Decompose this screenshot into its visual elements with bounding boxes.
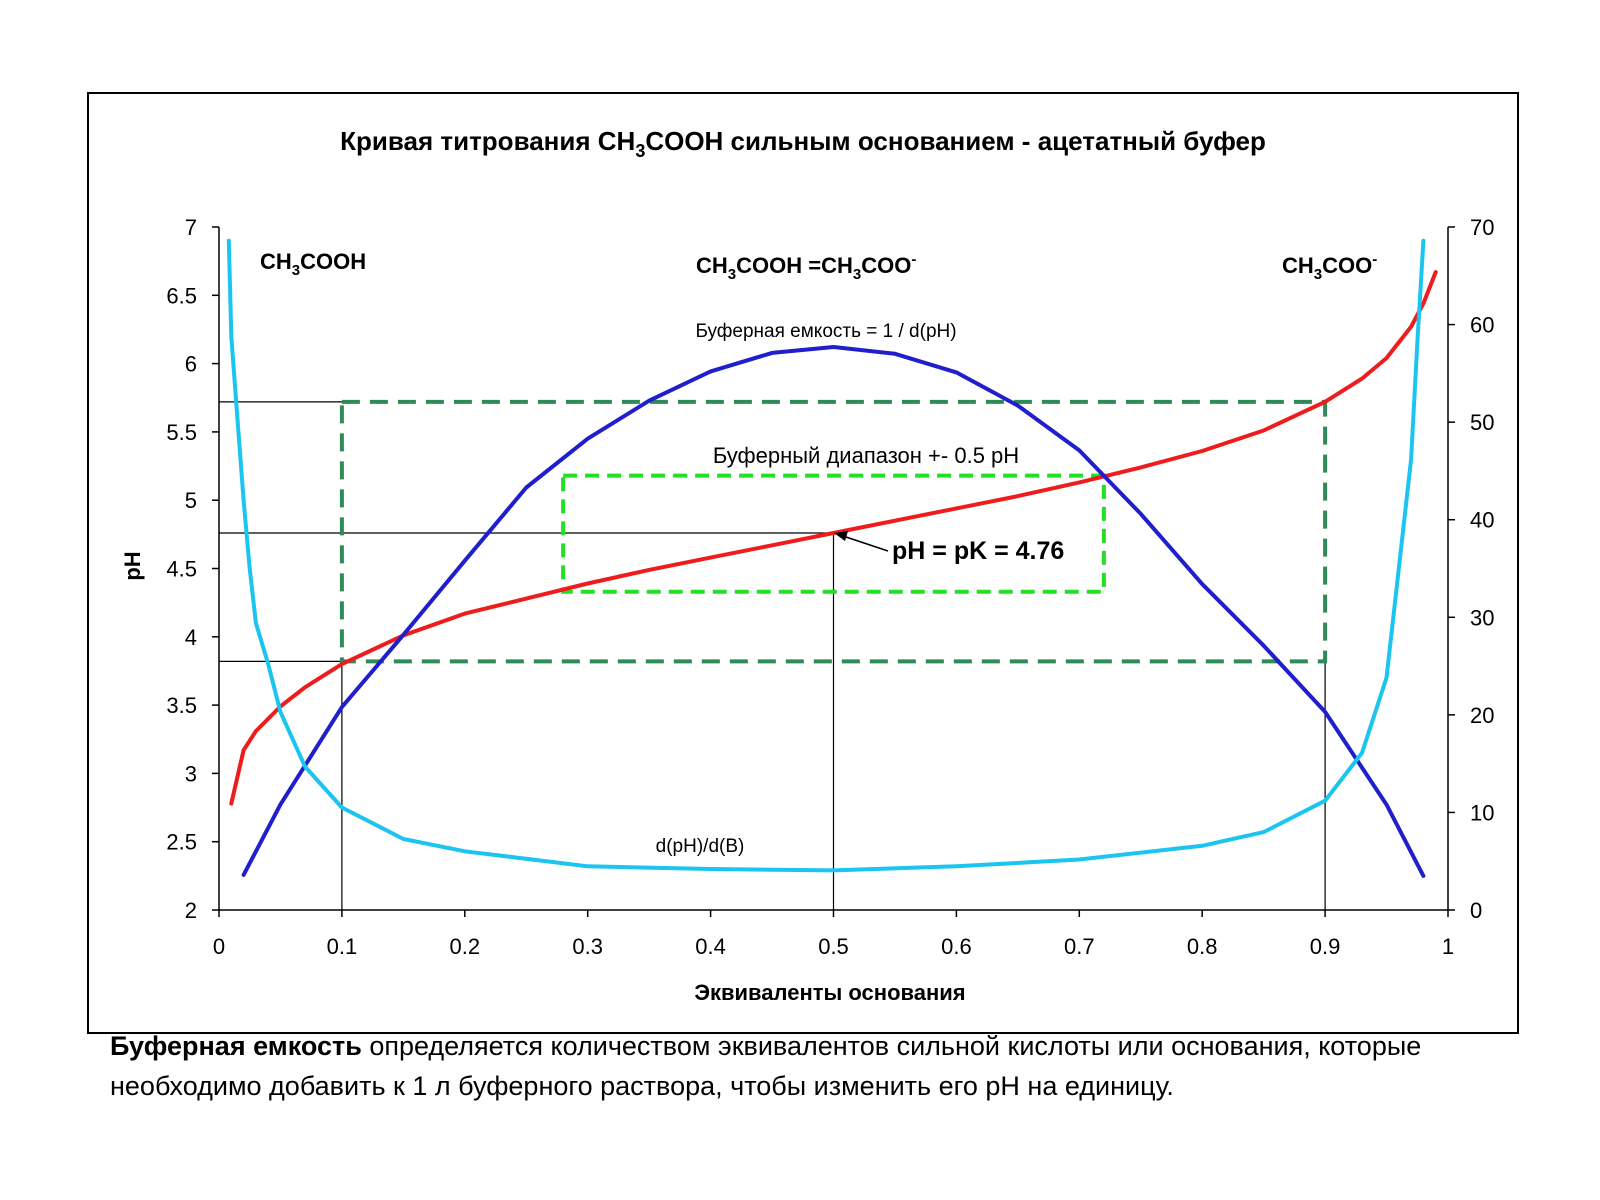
- y-tick-label: 2.5: [166, 830, 197, 855]
- y2-tick-label: 0: [1470, 898, 1482, 923]
- x-tick-label: 0.1: [327, 934, 358, 959]
- y-tick-label: 3: [185, 761, 197, 786]
- y-tick-label: 7: [185, 215, 197, 240]
- y2-tick-label: 50: [1470, 410, 1494, 435]
- pk-arrow-line: [845, 536, 889, 552]
- x-tick-label: 0.5: [818, 934, 849, 959]
- x-tick-label: 0.7: [1064, 934, 1095, 959]
- y2-tick-label: 30: [1470, 605, 1494, 630]
- caption-bold: Буферная емкость: [110, 1031, 362, 1061]
- x-tick-label: 0.4: [695, 934, 726, 959]
- x-tick-label: 0.2: [450, 934, 481, 959]
- y-tick-label: 2: [185, 898, 197, 923]
- y-tick-label: 5: [185, 488, 197, 513]
- range-label: Буферный диапазон +- 0.5 pH: [713, 443, 1019, 468]
- x-axis-title: Эквиваленты основания: [694, 980, 965, 1005]
- caption-text: определяется количеством эквивалентов си…: [110, 1031, 1422, 1101]
- chart-frame: [87, 92, 1519, 1034]
- y-tick-label: 4.5: [166, 557, 197, 582]
- derivative-label: d(pH)/d(B): [656, 836, 745, 857]
- annotation-acetate: CH3COO-: [1282, 251, 1377, 283]
- annotation-equal: CH3COOH =CH3COO-: [696, 251, 916, 283]
- titration-curve-series: [229, 270, 1438, 806]
- y2-tick-label: 70: [1470, 215, 1494, 240]
- annotation-acid: CH3COOH: [260, 249, 366, 279]
- x-tick-label: 0: [213, 934, 225, 959]
- x-tick-label: 0.6: [941, 934, 972, 959]
- y-tick-label: 5.5: [166, 420, 197, 445]
- chart-title: Кривая титрования CH3COOH сильным основа…: [340, 126, 1266, 161]
- pk-arrow-head: [834, 531, 848, 541]
- buffer-capacity-series: [241, 345, 1426, 878]
- capacity-label: Буферная емкость = 1 / d(pH): [695, 321, 956, 342]
- buffer-capacity-box: [339, 399, 1328, 664]
- caption: Буферная емкость определяется количество…: [110, 1026, 1510, 1106]
- x-tick-label: 0.8: [1187, 934, 1218, 959]
- pk-label: pH = pK = 4.76: [892, 537, 1064, 565]
- y2-tick-label: 10: [1470, 800, 1494, 825]
- derivative-series: [226, 238, 1426, 873]
- buffer-range-box: [561, 473, 1106, 594]
- y-tick-label: 6: [185, 352, 197, 377]
- x-tick-label: 0.3: [572, 934, 603, 959]
- y-tick-label: 3.5: [166, 693, 197, 718]
- y2-tick-label: 60: [1470, 313, 1494, 338]
- x-tick-label: 1: [1442, 934, 1454, 959]
- y-axis-title: pH: [120, 551, 145, 580]
- y2-tick-label: 20: [1470, 703, 1494, 728]
- y2-tick-label: 40: [1470, 508, 1494, 533]
- x-tick-label: 0.9: [1310, 934, 1341, 959]
- y-tick-label: 4: [185, 625, 197, 650]
- y-tick-label: 6.5: [166, 283, 197, 308]
